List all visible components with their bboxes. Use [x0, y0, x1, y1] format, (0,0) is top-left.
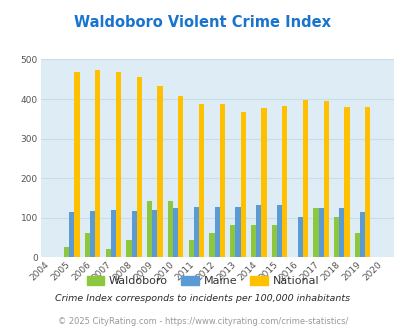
Bar [281, 106, 287, 257]
Bar [261, 108, 266, 257]
Bar [157, 86, 162, 257]
Legend: Waldoboro, Maine, National: Waldoboro, Maine, National [82, 271, 323, 290]
Bar [219, 104, 224, 257]
Bar [209, 233, 214, 257]
Bar [95, 70, 100, 257]
Bar [131, 211, 136, 257]
Bar [359, 212, 364, 257]
Bar [111, 210, 116, 257]
Bar [235, 207, 240, 257]
Bar [339, 208, 343, 257]
Bar [318, 208, 323, 257]
Text: © 2025 CityRating.com - https://www.cityrating.com/crime-statistics/: © 2025 CityRating.com - https://www.city… [58, 317, 347, 326]
Bar [271, 224, 276, 257]
Text: Waldoboro Violent Crime Index: Waldoboro Violent Crime Index [74, 15, 331, 30]
Bar [313, 208, 318, 257]
Bar [297, 217, 302, 257]
Bar [214, 207, 219, 257]
Bar [167, 201, 173, 257]
Bar [333, 217, 339, 257]
Bar [64, 248, 69, 257]
Bar [302, 100, 307, 257]
Bar [188, 240, 193, 257]
Bar [173, 208, 178, 257]
Bar [198, 104, 204, 257]
Bar [90, 211, 95, 257]
Bar [256, 205, 261, 257]
Bar [74, 72, 79, 257]
Bar [105, 249, 111, 257]
Bar [193, 207, 198, 257]
Bar [69, 212, 74, 257]
Bar [343, 107, 349, 257]
Bar [152, 210, 157, 257]
Bar [126, 240, 131, 257]
Bar [354, 233, 359, 257]
Bar [136, 77, 141, 257]
Bar [85, 233, 90, 257]
Bar [276, 205, 281, 257]
Bar [230, 224, 235, 257]
Bar [364, 107, 369, 257]
Bar [178, 96, 183, 257]
Text: Crime Index corresponds to incidents per 100,000 inhabitants: Crime Index corresponds to incidents per… [55, 294, 350, 303]
Bar [116, 73, 121, 257]
Bar [250, 224, 256, 257]
Bar [147, 201, 152, 257]
Bar [240, 112, 245, 257]
Bar [323, 101, 328, 257]
